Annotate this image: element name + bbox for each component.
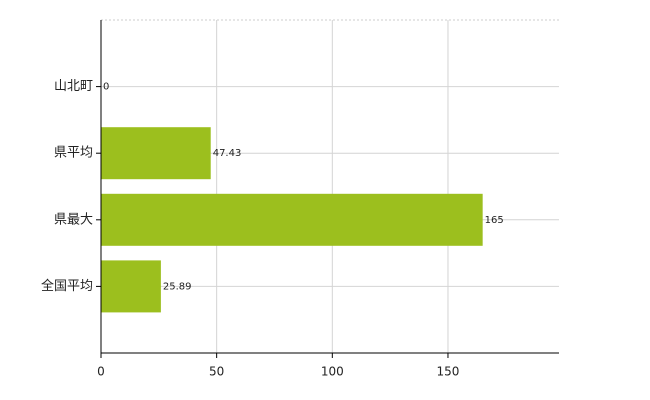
x-tick-label: 100 — [321, 365, 344, 379]
y-tick-label: 山北町 — [54, 79, 93, 94]
x-tick-label: 150 — [437, 365, 460, 379]
value-label: 0 — [103, 82, 109, 93]
y-tick-label: 県平均 — [54, 146, 93, 161]
y-tick-label: 県最大 — [54, 212, 93, 227]
x-tick-label: 0 — [97, 365, 105, 379]
bar — [101, 193, 483, 246]
bar — [101, 127, 211, 180]
y-tick-label: 全国平均 — [41, 278, 93, 294]
x-tick-label: 50 — [209, 365, 224, 379]
value-label: 165 — [485, 215, 504, 226]
bar — [101, 260, 161, 313]
value-label: 25.89 — [163, 281, 192, 292]
value-label: 47.43 — [213, 148, 242, 159]
